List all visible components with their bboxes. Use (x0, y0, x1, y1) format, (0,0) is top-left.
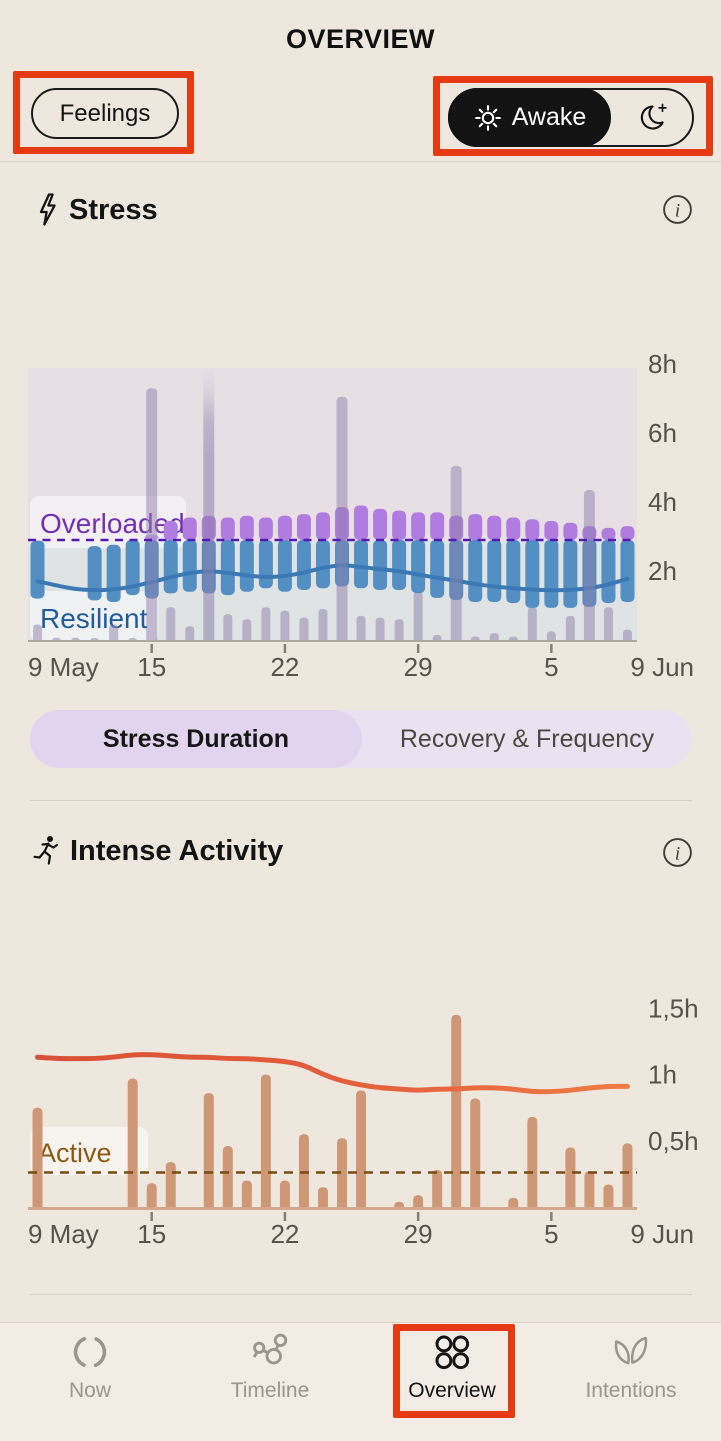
tab-now[interactable]: Now (15, 1331, 165, 1403)
svg-text:15: 15 (137, 1219, 166, 1249)
stress-section-header: Stress (36, 192, 158, 228)
tab-now-label: Now (68, 1379, 111, 1402)
tab-overview-label: Overview (408, 1379, 496, 1402)
stress-section-title: Stress (69, 193, 158, 226)
tab-overview[interactable]: Overview (377, 1331, 527, 1403)
tab-timeline-label: Timeline (230, 1379, 310, 1402)
svg-text:i: i (675, 201, 680, 222)
day-night-toggle[interactable]: Awake (448, 88, 694, 147)
brush-circle-icon (69, 1331, 111, 1373)
feelings-button[interactable]: Feelings (31, 88, 179, 139)
activity-chart-svg: Active 9 May 15 22 29 5 9 Jun 1,5h 1h 0,5h (28, 993, 699, 1249)
activity-chart[interactable]: Active 9 May 15 22 29 5 9 Jun 1,5h 1h 0,5h (0, 975, 721, 1265)
feelings-button-label: Feelings (59, 99, 151, 127)
page-title: OVERVIEW (285, 24, 436, 54)
stress-chart[interactable]: Overloaded Resilient 9 May 15 22 29 5 9 Jun 8h 6h… (0, 340, 721, 688)
svg-text:1h: 1h (648, 1060, 677, 1090)
svg-text:8h: 8h (648, 349, 677, 379)
moon-icon (635, 102, 669, 134)
awake-label: Awake (511, 103, 587, 131)
svg-text:9 May: 9 May (28, 1219, 99, 1249)
bolt-icon (36, 192, 59, 228)
svg-text:Overloaded: Overloaded (40, 508, 185, 539)
svg-text:29: 29 (404, 652, 433, 682)
svg-text:5: 5 (544, 652, 558, 682)
tab-bar: Now Timeline (0, 1322, 721, 1441)
svg-text:0,5h: 0,5h (648, 1126, 699, 1156)
runner-icon (32, 834, 60, 868)
stress-chart-svg: Overloaded Resilient 9 May 15 22 29 5 9 Jun 8h 6h… (28, 349, 694, 682)
svg-text:22: 22 (270, 1219, 299, 1249)
svg-text:22: 22 (270, 652, 299, 682)
svg-text:1,5h: 1,5h (648, 993, 699, 1023)
header-divider (0, 161, 721, 162)
activity-info-icon[interactable]: i (662, 837, 693, 868)
tab-recovery-frequency-label: Recovery & Frequency (399, 724, 655, 753)
tab-intentions-label: Intentions (585, 1379, 677, 1402)
section-divider (30, 800, 692, 801)
svg-text:29: 29 (404, 1219, 433, 1249)
molecule-icon (249, 1331, 291, 1373)
svg-text:15: 15 (137, 652, 166, 682)
svg-text:5: 5 (544, 1219, 558, 1249)
sun-icon (473, 103, 503, 133)
tab-stress-duration-label: Stress Duration (102, 724, 290, 753)
svg-text:2h: 2h (648, 556, 677, 586)
svg-text:6h: 6h (648, 418, 677, 448)
night-segment[interactable] (611, 90, 692, 145)
activity-section-title: Intense Activity (70, 834, 284, 867)
tab-stress-duration[interactable]: Stress Duration (30, 710, 362, 768)
four-circles-icon (431, 1331, 473, 1373)
activity-section-header: Intense Activity (32, 834, 283, 868)
awake-segment[interactable]: Awake (448, 88, 611, 147)
tab-recovery-frequency[interactable]: Recovery & Frequency (362, 710, 692, 768)
stress-view-segmented-control: Stress Duration Recovery & Frequency (30, 710, 692, 768)
content-end-divider (30, 1294, 692, 1295)
svg-text:Resilient: Resilient (40, 603, 148, 634)
stress-info-icon[interactable]: i (662, 194, 693, 225)
svg-text:4h: 4h (648, 487, 677, 517)
tab-timeline[interactable]: Timeline (195, 1331, 345, 1403)
leaves-icon (610, 1331, 652, 1373)
svg-text:9 Jun: 9 Jun (630, 652, 694, 682)
svg-text:9 Jun: 9 Jun (630, 1219, 694, 1249)
svg-text:i: i (675, 844, 680, 865)
svg-text:Active: Active (38, 1138, 112, 1168)
tab-intentions[interactable]: Intentions (556, 1331, 706, 1403)
svg-text:9 May: 9 May (28, 652, 99, 682)
